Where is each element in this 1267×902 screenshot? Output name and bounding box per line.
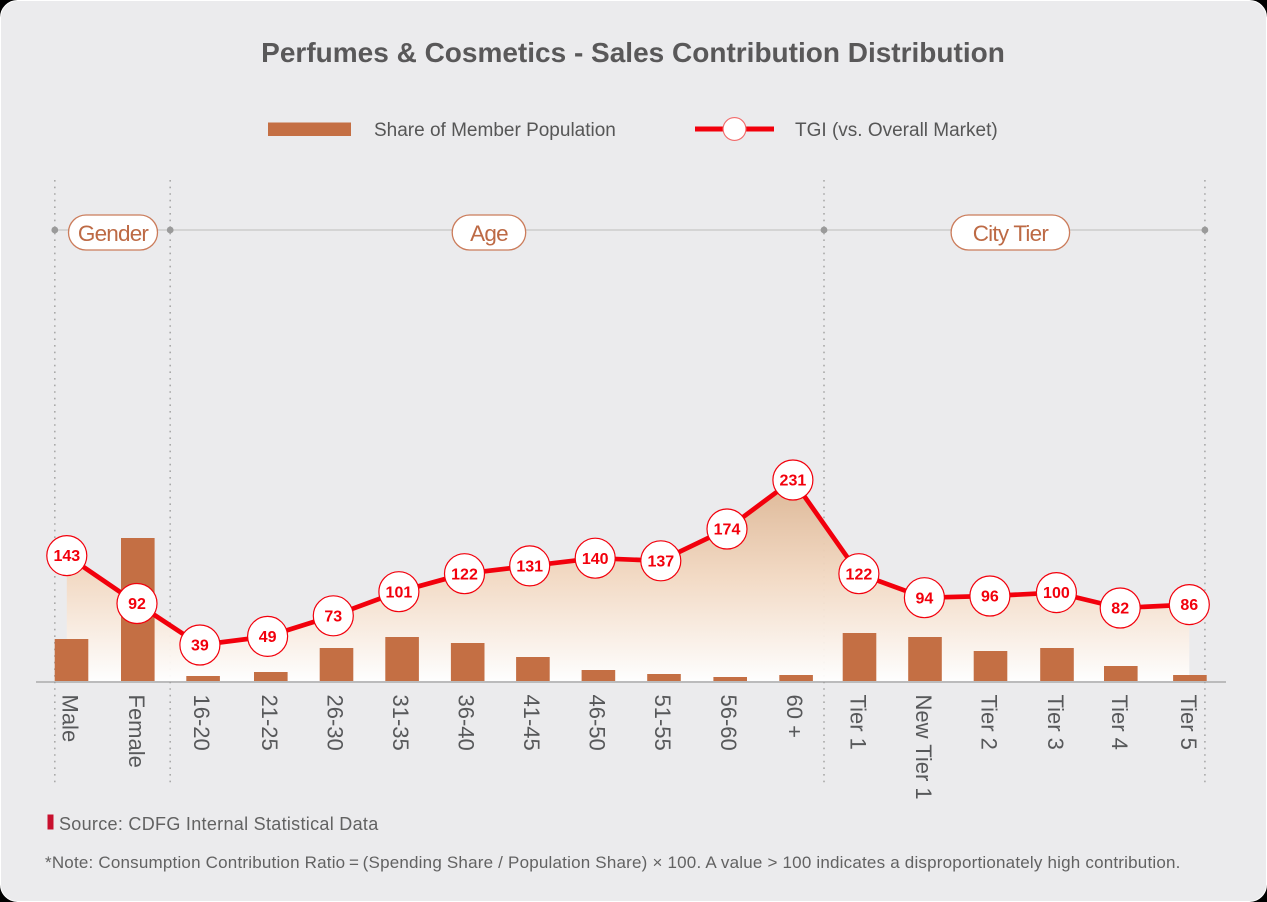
svg-text:100: 100	[1043, 585, 1070, 602]
svg-text:86: 86	[1180, 597, 1198, 614]
svg-text:TGI (vs. Overall Market): TGI (vs. Overall Market)	[795, 120, 998, 141]
svg-text:39: 39	[191, 638, 209, 655]
svg-text:140: 140	[582, 551, 609, 568]
svg-text:16-20: 16-20	[189, 695, 214, 751]
svg-text:51-55: 51-55	[650, 695, 675, 751]
svg-text:26-30: 26-30	[323, 695, 348, 751]
svg-text:36-40: 36-40	[454, 695, 479, 751]
svg-text:Share of Member Population: Share of Member Population	[374, 120, 616, 141]
svg-text:21-25: 21-25	[257, 695, 282, 751]
svg-text:101: 101	[386, 584, 413, 601]
svg-text:60 +: 60 +	[782, 695, 807, 738]
svg-text:122: 122	[846, 566, 873, 583]
svg-text:Tier 3: Tier 3	[1043, 695, 1068, 750]
svg-text:31-35: 31-35	[388, 695, 413, 751]
svg-text:Tier 4: Tier 4	[1107, 695, 1132, 750]
svg-text:174: 174	[714, 522, 741, 539]
svg-text:Tier 1: Tier 1	[846, 695, 871, 750]
svg-text:73: 73	[324, 608, 342, 625]
svg-text:94: 94	[916, 590, 934, 607]
svg-text:131: 131	[516, 559, 543, 576]
svg-text:City Tier: City Tier	[973, 221, 1050, 246]
svg-text:122: 122	[451, 566, 478, 583]
svg-text:New Tier 1: New Tier 1	[911, 695, 936, 800]
svg-text:82: 82	[1111, 601, 1129, 618]
svg-text:41-45: 41-45	[519, 695, 544, 751]
svg-text:96: 96	[981, 589, 999, 606]
svg-text:231: 231	[780, 473, 807, 490]
svg-text:Male: Male	[58, 695, 83, 743]
svg-text:143: 143	[53, 548, 80, 565]
svg-text:Age: Age	[470, 221, 508, 246]
svg-text:*Note: Consumption Contributio: *Note: Consumption Contribution Ratio = …	[45, 853, 1181, 872]
svg-text:92: 92	[128, 596, 146, 613]
svg-text:49: 49	[259, 629, 277, 646]
svg-text:Source: CDFG Internal Statisti: Source: CDFG Internal Statistical Data	[59, 814, 379, 834]
svg-text:Tier 5: Tier 5	[1176, 695, 1201, 750]
svg-text:Perfumes & Cosmetics - Sales C: Perfumes & Cosmetics - Sales Contributio…	[261, 37, 1005, 68]
svg-text:Female: Female	[124, 695, 149, 768]
svg-text:56-60: 56-60	[716, 695, 741, 751]
svg-text:46-50: 46-50	[584, 695, 609, 751]
svg-text:Tier 2: Tier 2	[977, 695, 1002, 750]
svg-text:Gender: Gender	[78, 221, 150, 246]
svg-text:137: 137	[647, 553, 674, 570]
